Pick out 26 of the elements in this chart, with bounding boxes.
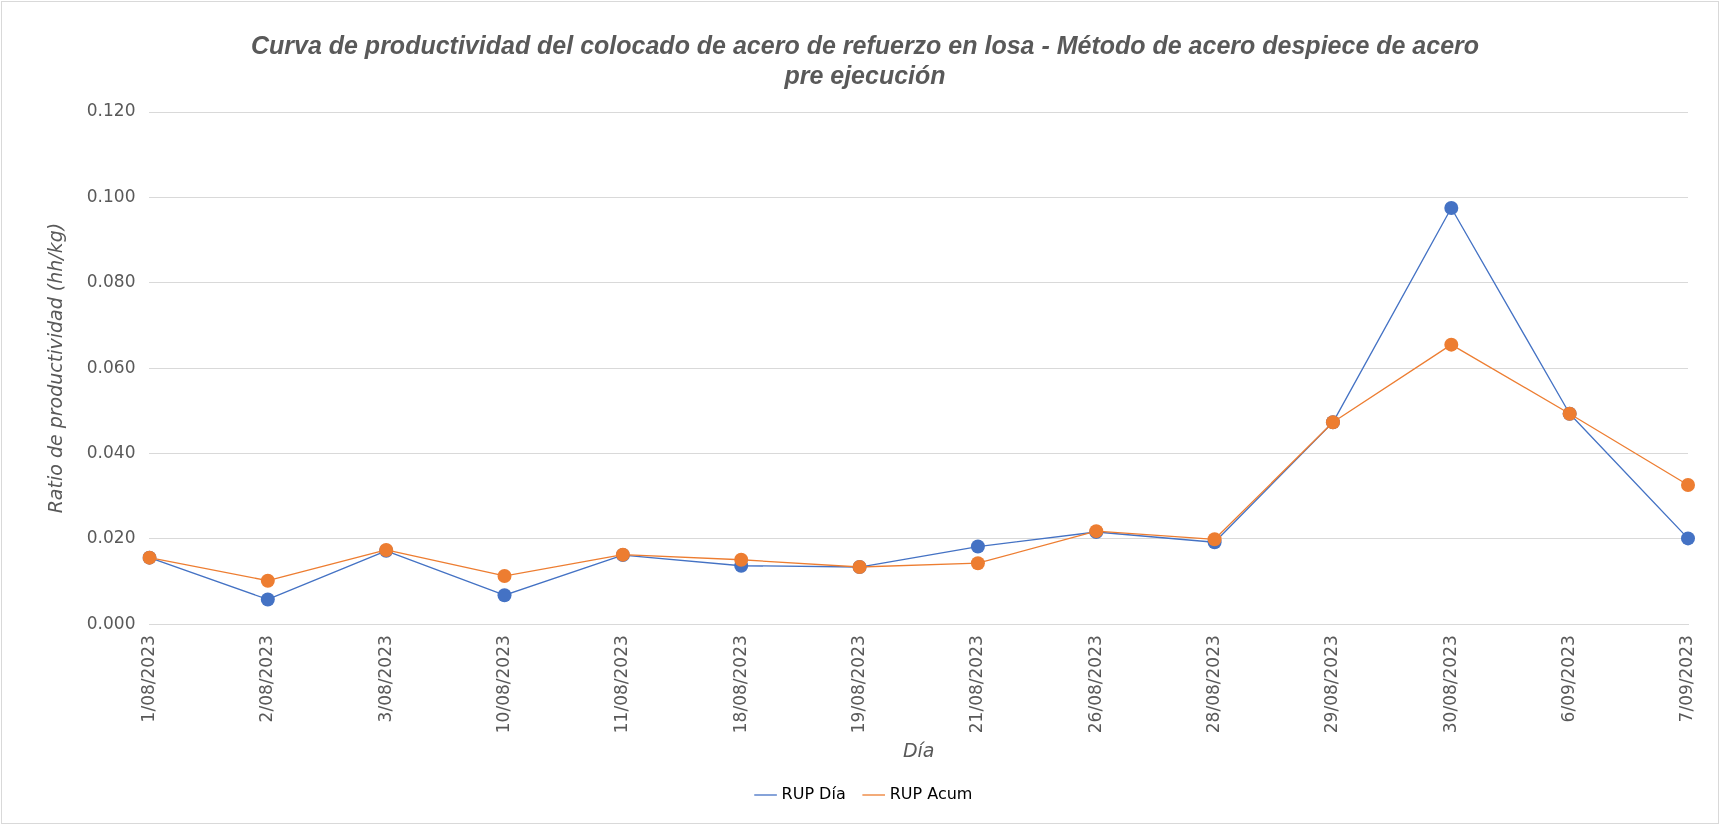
y-tick-label: 0.040 bbox=[86, 441, 136, 462]
legend-label: RUP Día bbox=[781, 784, 846, 804]
legend-label: RUP Acum bbox=[889, 784, 973, 804]
x-tick-label: 7/09/2023 bbox=[1676, 635, 1697, 723]
x-tick-label: 30/08/2023 bbox=[1439, 635, 1460, 734]
x-tick-label: 6/09/2023 bbox=[1558, 635, 1579, 723]
y-tick-label: 0.100 bbox=[86, 185, 136, 206]
x-tick-label: 21/08/2023 bbox=[966, 635, 987, 734]
x-tick-label: 29/08/2023 bbox=[1321, 635, 1342, 734]
x-tick-label: 26/08/2023 bbox=[1084, 635, 1105, 734]
x-tick-label: 2/08/2023 bbox=[256, 635, 277, 723]
chart-title: Curva de productividad del colocado de acero de refuerzo en losa - Método de acero despiece de acero pre ejecución bbox=[250, 30, 1480, 89]
y-tick-label: 0.080 bbox=[86, 271, 136, 292]
x-tick-label: 11/08/2023 bbox=[611, 635, 632, 734]
y-tick-label: 0.120 bbox=[86, 100, 136, 121]
x-tick-label: 1/08/2023 bbox=[137, 635, 158, 723]
y-tick-label: 0.060 bbox=[86, 356, 136, 377]
x-tick-label: 3/08/2023 bbox=[374, 635, 395, 723]
y-tick-label: 0.000 bbox=[86, 612, 136, 633]
y-axis-title: Ratio de productividad (hh/kg) bbox=[44, 222, 67, 514]
x-tick-label: 19/08/2023 bbox=[847, 635, 868, 734]
x-axis-title: Día bbox=[902, 738, 935, 761]
x-tick-label: 18/08/2023 bbox=[729, 635, 750, 734]
x-tick-label: 28/08/2023 bbox=[1203, 635, 1224, 734]
x-tick-label: 10/08/2023 bbox=[492, 635, 513, 734]
y-tick-label: 0.020 bbox=[86, 527, 136, 548]
